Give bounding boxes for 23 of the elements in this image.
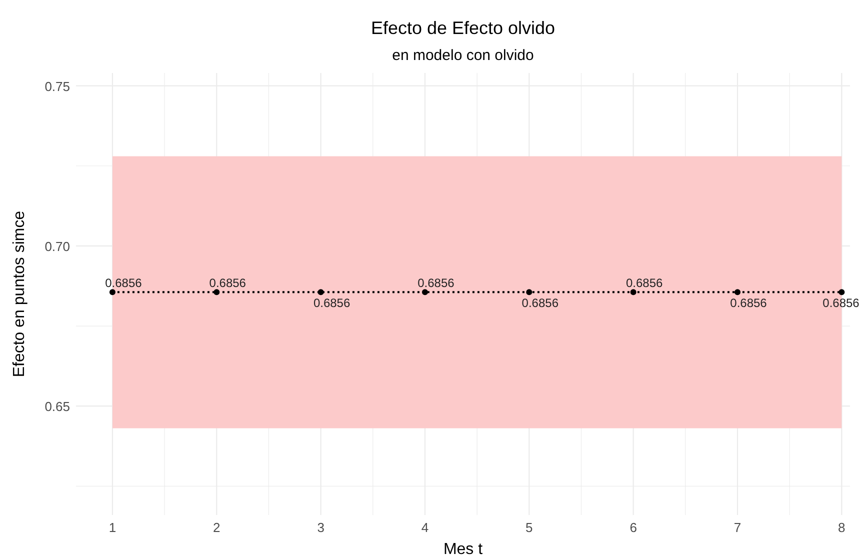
x-tick-label: 3 xyxy=(317,520,324,535)
y-axis-title: Efecto en puntos simce xyxy=(11,210,28,378)
y-tick-label: 0.65 xyxy=(44,399,70,414)
data-label: 0.6856 xyxy=(626,276,663,290)
data-label: 0.6856 xyxy=(730,296,768,310)
data-label: 0.6856 xyxy=(522,296,559,310)
data-label: 0.6856 xyxy=(105,276,142,290)
x-axis-title: Mes t xyxy=(443,541,484,557)
x-tick-label: 4 xyxy=(421,520,429,535)
x-tick-label: 2 xyxy=(213,520,220,535)
x-tick-label: 8 xyxy=(838,520,846,535)
x-tick-label: 1 xyxy=(108,520,116,535)
data-label: 0.6856 xyxy=(822,296,860,310)
x-tick-label: 6 xyxy=(630,520,637,535)
data-label: 0.6856 xyxy=(418,276,455,290)
x-tick-label: 5 xyxy=(526,520,533,535)
y-tick-label: 0.75 xyxy=(44,78,70,94)
y-tick-label: 0.70 xyxy=(44,238,70,254)
x-tick-label: 7 xyxy=(734,520,742,535)
data-label: 0.6856 xyxy=(313,296,350,310)
chart-title: Efecto de Efecto olvido xyxy=(370,18,556,38)
data-label: 0.6856 xyxy=(209,276,246,290)
chart-subtitle: en modelo con olvido xyxy=(392,47,534,64)
